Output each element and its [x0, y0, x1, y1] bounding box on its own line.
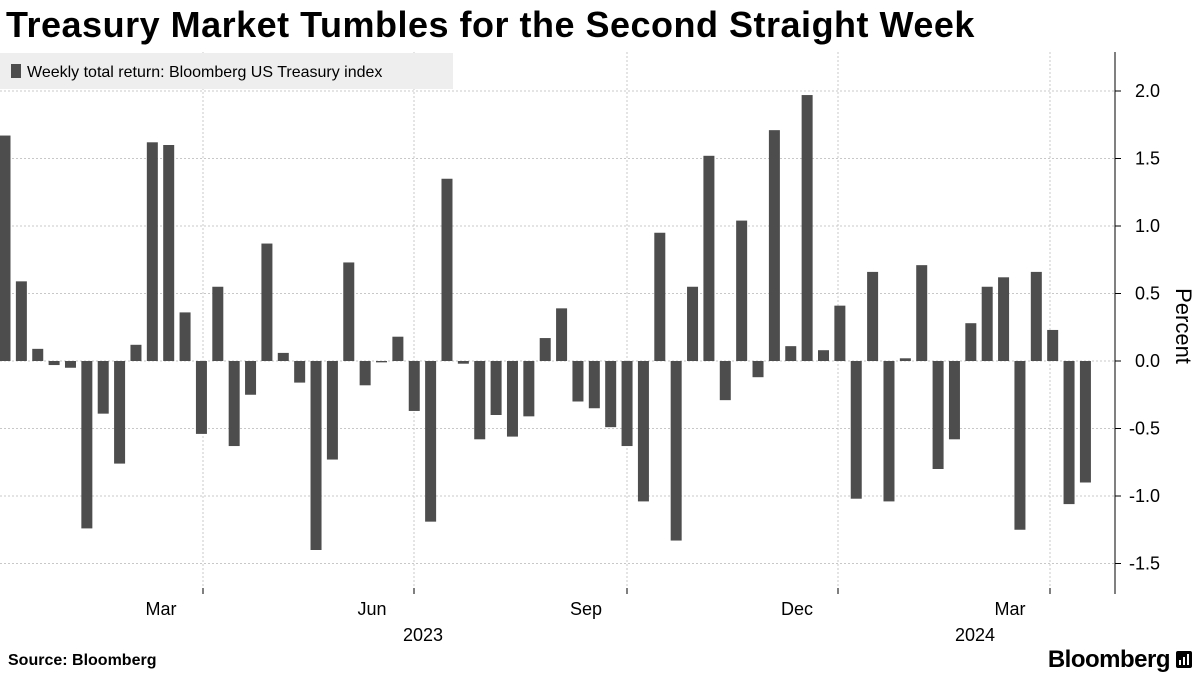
- y-tick-label: -1.5: [1129, 554, 1160, 574]
- bar: [146, 142, 158, 361]
- bar: [326, 361, 338, 460]
- y-tick-label: 1.5: [1135, 149, 1160, 169]
- bar: [703, 155, 715, 361]
- legend-label: Weekly total return: Bloomberg US Treasu…: [27, 64, 382, 81]
- bar: [572, 361, 584, 402]
- bar: [212, 286, 224, 361]
- chart-title: Treasury Market Tumbles for the Second S…: [6, 4, 975, 45]
- bar: [228, 361, 240, 447]
- bar: [0, 135, 11, 361]
- x-month-label: Jun: [357, 599, 386, 619]
- x-year-label: 2023: [403, 625, 443, 645]
- y-tick-label: 0.0: [1135, 351, 1160, 371]
- bar: [736, 220, 748, 361]
- bar: [768, 130, 780, 361]
- bloomberg-logo: Bloomberg: [1047, 646, 1171, 673]
- bar: [883, 361, 895, 502]
- bar: [277, 352, 289, 361]
- bar: [245, 361, 257, 395]
- bar: [114, 361, 126, 464]
- bar: [376, 361, 388, 363]
- bar: [621, 361, 633, 447]
- bar: [81, 361, 93, 529]
- bar: [294, 361, 306, 383]
- y-tick-label: -0.5: [1129, 419, 1160, 439]
- bar: [64, 361, 76, 368]
- bar: [785, 346, 797, 361]
- y-axis-label: Percent: [1171, 288, 1196, 364]
- bar: [932, 361, 944, 469]
- source-note: Source: Bloomberg: [8, 652, 157, 669]
- bar: [474, 361, 486, 440]
- bar: [539, 338, 551, 361]
- bar: [588, 361, 600, 409]
- bar: [195, 361, 207, 434]
- bar: [965, 323, 977, 361]
- bar: [1079, 361, 1091, 483]
- y-tick-label: 2.0: [1135, 81, 1160, 101]
- bar: [163, 145, 175, 361]
- bar-layer: [0, 95, 1091, 550]
- bar: [32, 348, 44, 361]
- bar: [392, 336, 404, 361]
- x-month-label: Mar: [995, 599, 1026, 619]
- bar: [801, 95, 813, 362]
- bar: [97, 361, 109, 414]
- bar: [48, 361, 60, 366]
- bar: [1030, 271, 1042, 361]
- grid-layer: [0, 52, 1115, 594]
- bar: [719, 361, 731, 401]
- bloomberg-badge-icon: [1176, 651, 1192, 668]
- bar: [408, 361, 420, 411]
- bar: [998, 277, 1010, 361]
- legend-swatch: [11, 64, 21, 78]
- bar: [637, 361, 649, 502]
- axis-layer: 2.0 1.5 1.0 0.5 0.0 -0.5 -1.0 -1.5 Mar Jun Sep Dec M…: [146, 52, 1160, 645]
- bar: [15, 281, 27, 361]
- bar: [1063, 361, 1075, 505]
- bar: [687, 286, 699, 361]
- bar: [850, 361, 862, 499]
- y-tick-label: 0.5: [1135, 284, 1160, 304]
- y-tick-label: -1.0: [1129, 486, 1160, 506]
- bar: [981, 286, 993, 361]
- legend-background: [0, 53, 453, 89]
- bar: [752, 361, 764, 378]
- bar: [425, 361, 437, 522]
- bar: [818, 350, 829, 361]
- bar: [1014, 361, 1026, 530]
- x-month-label: Mar: [146, 599, 177, 619]
- bar: [605, 361, 617, 428]
- bar: [523, 361, 535, 417]
- bar: [343, 262, 355, 361]
- bar: [1047, 329, 1059, 361]
- bar: [899, 358, 911, 361]
- bar: [654, 232, 666, 361]
- bar: [556, 308, 568, 361]
- bar: [359, 361, 371, 386]
- bar: [834, 305, 846, 361]
- bar: [506, 361, 518, 437]
- bar: [261, 243, 273, 361]
- legend: Weekly total return: Bloomberg US Treasu…: [0, 53, 453, 89]
- bar: [310, 361, 322, 550]
- bar: [490, 361, 502, 415]
- bar: [916, 265, 928, 361]
- bar: [441, 178, 453, 361]
- x-year-label: 2024: [955, 625, 995, 645]
- bar: [948, 361, 960, 440]
- bar: [457, 361, 469, 364]
- x-month-label: Dec: [781, 599, 813, 619]
- bar: [130, 344, 142, 361]
- x-month-label: Sep: [570, 599, 602, 619]
- bar: [179, 312, 191, 361]
- y-tick-label: 1.0: [1135, 216, 1160, 236]
- bar: [670, 361, 682, 541]
- bar: [867, 271, 879, 361]
